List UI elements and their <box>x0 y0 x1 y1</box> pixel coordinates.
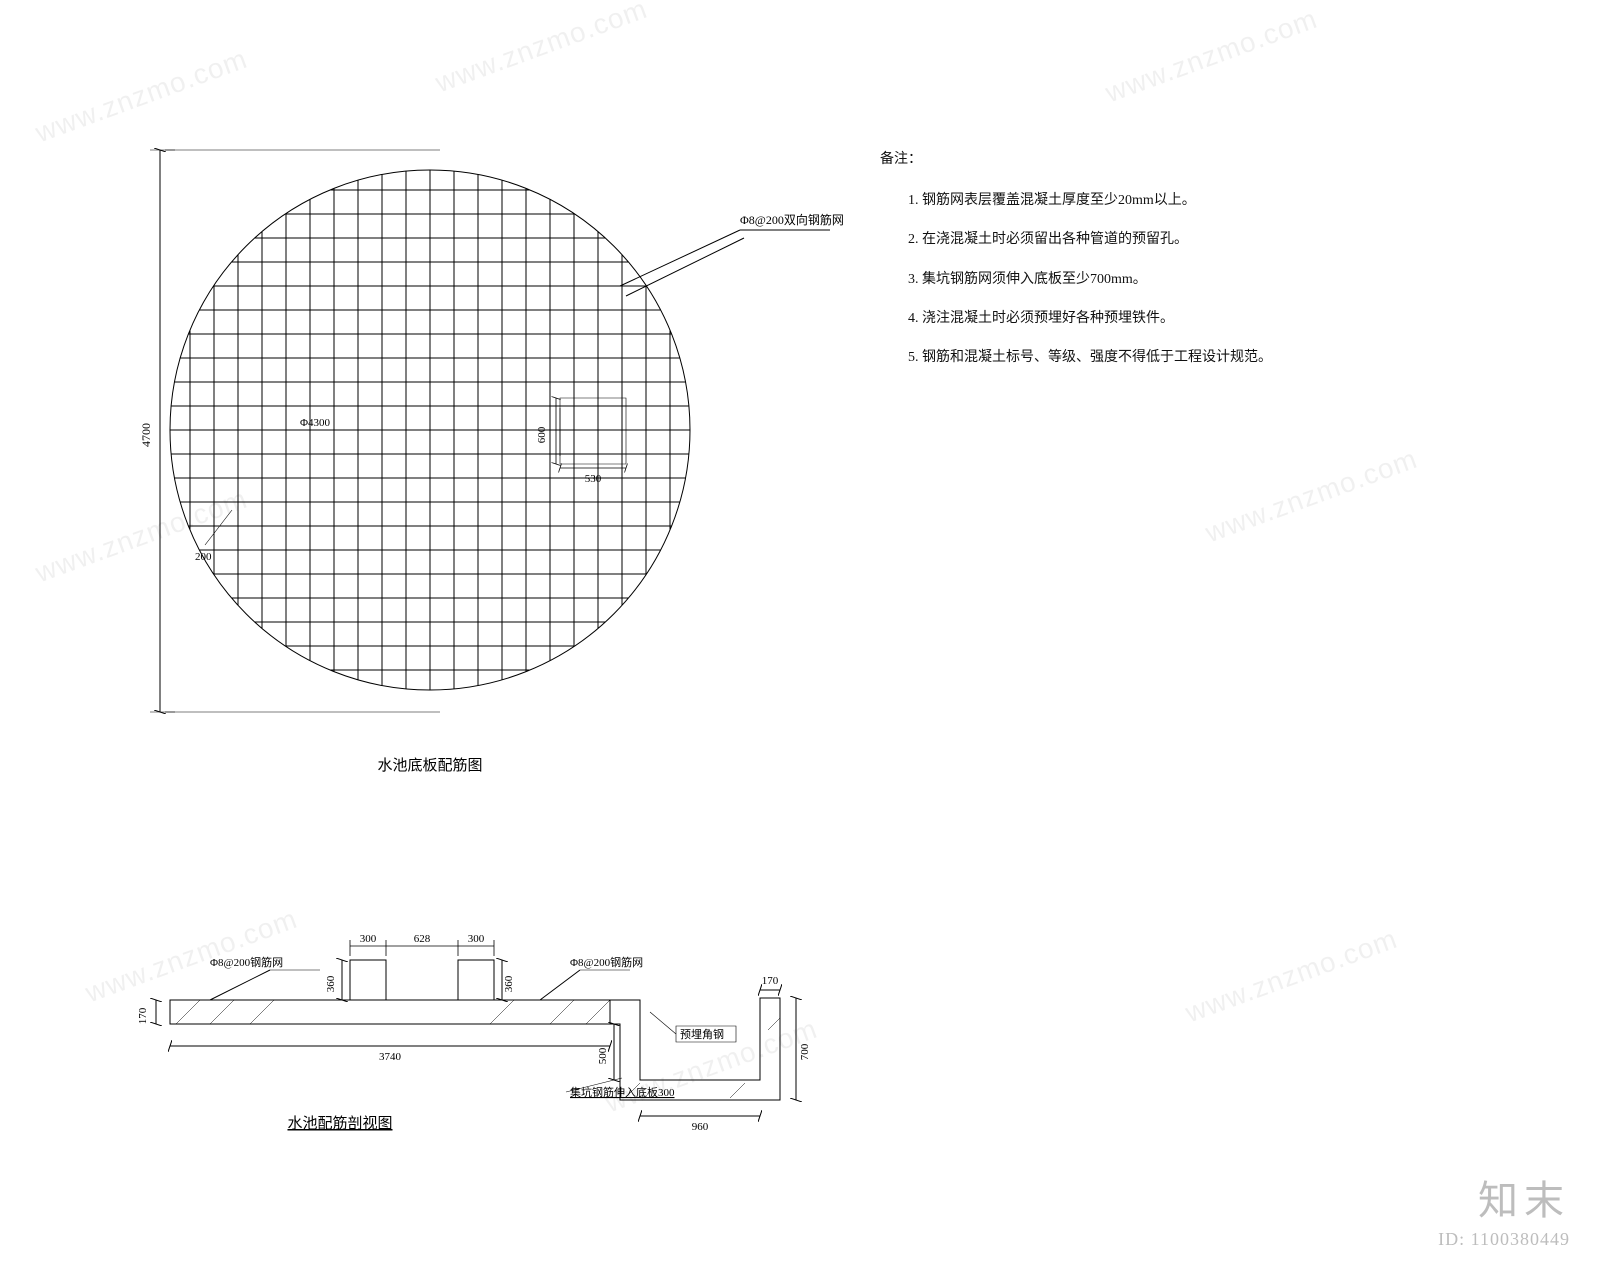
svg-text:Φ8@200双向钢筋网: Φ8@200双向钢筋网 <box>740 212 844 227</box>
dim-inset-h: 600 <box>536 426 548 443</box>
mesh-label-2: Φ8@200钢筋网 <box>570 955 643 969</box>
dim-upstand-w1: 300 <box>360 933 377 945</box>
dim-upstand-gap: 628 <box>414 933 431 945</box>
svg-text:200: 200 <box>195 551 212 563</box>
dim-pit-step: 500 <box>597 1047 609 1064</box>
top-drawing-title: 水池底板配筋图 <box>377 756 482 774</box>
dim-inset-w: 530 <box>585 473 602 485</box>
mesh-label: Φ8@200钢筋网 <box>210 955 283 969</box>
angle-label: 预埋角钢 <box>680 1028 724 1041</box>
overall-dim: 4700 <box>139 150 440 712</box>
svg-text:Φ4300: Φ4300 <box>300 417 331 429</box>
dim-upstand-h-r: 360 <box>503 975 515 992</box>
dim-pit-width: 960 <box>692 1121 709 1133</box>
section-drawing: Φ8@200钢筋网 Φ8@200钢筋网 300 628 300 360 360 <box>137 933 811 1133</box>
drawing-canvas: 600 530 Φ4300 200 4700 <box>0 0 1600 1280</box>
rebar-label: Φ8@200双向钢筋网 <box>620 212 844 296</box>
dim-slab-span: 3740 <box>379 1051 402 1063</box>
dim-pit-depth: 700 <box>799 1043 811 1060</box>
dim-upstand-h-l: 360 <box>325 975 337 992</box>
dim-overall: 4700 <box>139 423 153 447</box>
dim-upstand-w2: 300 <box>468 933 485 945</box>
page: www.znzmo.com www.znzmo.com www.znzmo.co… <box>0 0 1600 1280</box>
section-title: 水池配筋剖视图 <box>287 1115 392 1132</box>
dim-slab-thk: 170 <box>137 1007 149 1024</box>
dim-pit-side-thk: 170 <box>762 975 779 987</box>
diameter-dim: Φ4300 <box>200 417 370 430</box>
